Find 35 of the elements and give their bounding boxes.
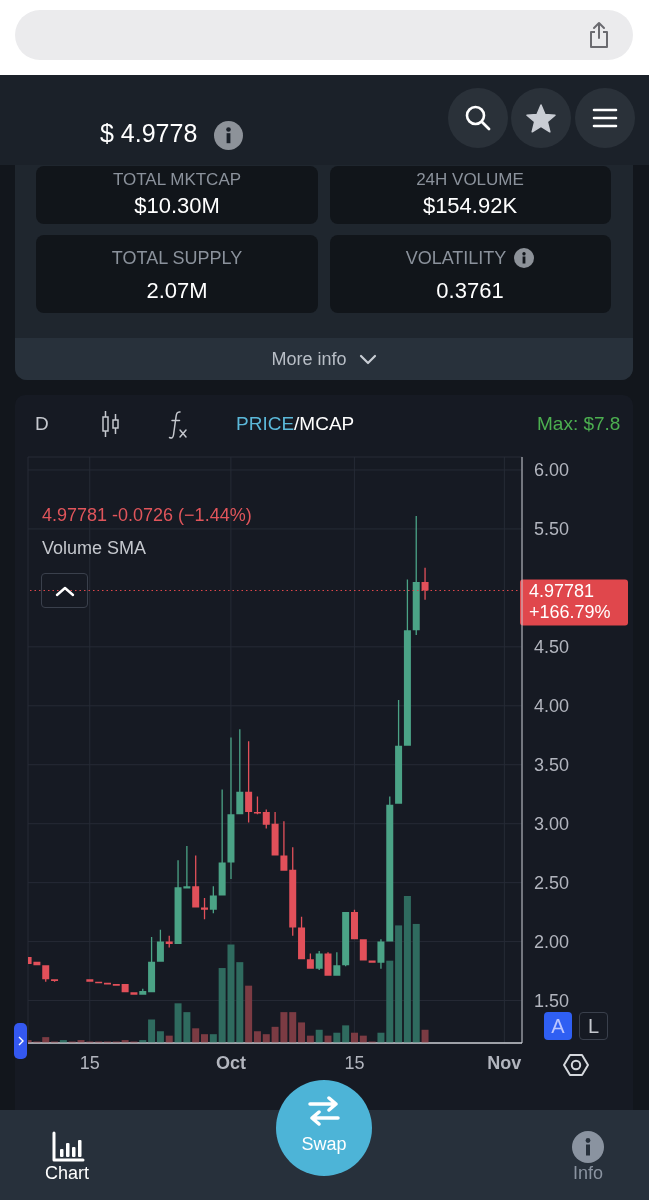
text: /MCAP (294, 413, 355, 435)
text: $ 4.9778 (100, 119, 198, 147)
annotation: Volume SMA (42, 538, 147, 558)
y-tick-label: 3.00 (534, 814, 570, 835)
text: TOTAL SUPPLY (111, 248, 243, 269)
toggle-button: L (579, 1012, 608, 1040)
annotation: 4.97781 -0.0726 (−1.44%) (42, 505, 252, 525)
text: VOLATILITY (405, 248, 507, 269)
text: PRICE (236, 413, 295, 435)
text: 24H VOLUME (416, 170, 524, 190)
text: Info (572, 1163, 604, 1184)
text: D (35, 413, 49, 434)
text: TOTAL MKTCAP (112, 170, 242, 190)
y-tick-label: 2.00 (534, 931, 570, 952)
text: 2.07M (146, 278, 208, 304)
text: 0.3761 (436, 278, 504, 304)
x-tick-label: 15 (79, 1052, 100, 1073)
x-tick-label: Oct (215, 1052, 246, 1073)
x-tick-label: Nov (487, 1052, 522, 1073)
text: Chart (44, 1163, 89, 1184)
y-tick-label: 2.50 (534, 873, 570, 894)
text: Swap (301, 1134, 347, 1155)
text: $154.92K (422, 193, 518, 219)
y-tick-label: 3.50 (534, 755, 570, 776)
text: More info (271, 349, 347, 370)
text: Max: $7.8 (537, 413, 621, 434)
text: $10.30M (134, 193, 220, 219)
toggle-button: A (544, 1012, 572, 1040)
y-tick-label: 6.00 (534, 460, 570, 481)
x-tick-label: 15 (344, 1052, 365, 1073)
y-tick-label: 1.50 (534, 990, 570, 1011)
y-tick-label: 4.50 (534, 637, 570, 658)
y-tick-label: 4.00 (534, 696, 570, 717)
y-tick-label: 5.50 (534, 519, 570, 540)
ref-line-label: 4.97781 +166.79% (529, 581, 611, 623)
